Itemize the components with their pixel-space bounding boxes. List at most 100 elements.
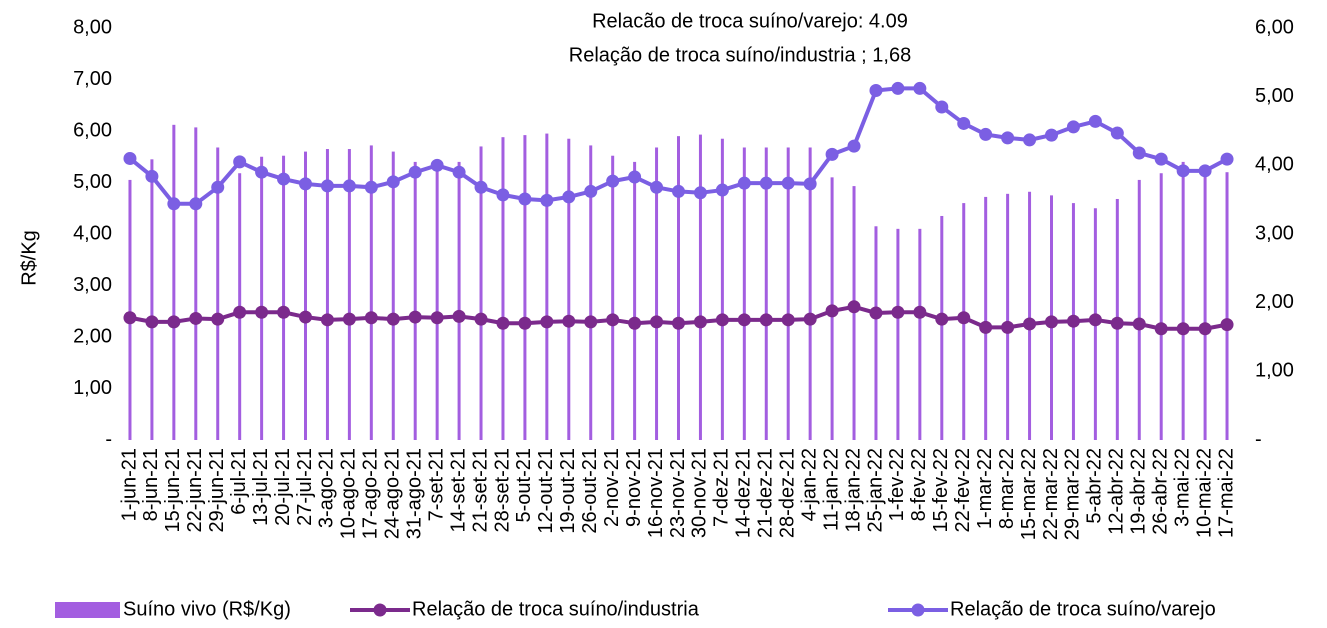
bar <box>808 147 812 441</box>
point <box>342 312 356 326</box>
point <box>1154 322 1168 336</box>
x-tick-label: 22-mar-22 <box>1040 448 1062 540</box>
bar <box>874 226 878 440</box>
y2-tick-label: 4,00 <box>1255 154 1294 176</box>
point <box>1110 316 1124 330</box>
bar <box>940 215 944 440</box>
point <box>1220 152 1234 166</box>
point <box>474 180 488 194</box>
x-tick-label: 7-dez-21 <box>711 448 733 527</box>
point <box>1023 133 1037 147</box>
point <box>540 193 554 207</box>
legend-swatch <box>373 603 387 617</box>
point <box>1132 317 1146 331</box>
bar <box>523 135 527 440</box>
point <box>277 305 291 319</box>
point <box>781 313 795 327</box>
point <box>518 192 532 206</box>
point <box>672 316 685 330</box>
x-tick-label: 15-fev-22 <box>930 448 952 533</box>
point <box>364 180 378 194</box>
x-tick-label: 20-jul-21 <box>272 448 294 526</box>
y-tick-label: 8,00 <box>73 16 112 38</box>
bar <box>304 151 307 440</box>
y2-tick-label: 2,00 <box>1255 291 1294 313</box>
point <box>277 172 291 186</box>
point <box>299 310 312 324</box>
bar <box>677 136 680 440</box>
legend-swatch <box>55 602 120 618</box>
point <box>628 170 642 184</box>
x-tick-label: 8-mar-22 <box>996 448 1018 529</box>
point <box>562 190 576 204</box>
point <box>715 313 729 327</box>
x-tick-label: 17-ago-21 <box>360 448 382 539</box>
bar <box>150 159 154 440</box>
x-tick-label: 3-ago-21 <box>316 448 338 528</box>
point <box>386 312 400 326</box>
x-tick-label: 11-jan-22 <box>820 448 842 531</box>
point <box>825 304 839 318</box>
point <box>584 184 598 198</box>
bar <box>260 156 264 440</box>
point <box>759 313 773 327</box>
bar <box>633 161 637 440</box>
point <box>825 147 839 161</box>
point <box>693 186 707 200</box>
y2-tick-label: 5,00 <box>1255 85 1294 107</box>
annotation: Relacão de troca suíno/varejo: 4.09 <box>592 10 908 32</box>
y-tick-label: 4,00 <box>73 222 112 244</box>
annotation: Relação de troca suíno/industria ; 1,68 <box>569 44 911 66</box>
x-tick-label: 16-nov-21 <box>645 448 667 538</box>
point <box>430 311 444 325</box>
point <box>430 158 444 172</box>
point <box>1154 152 1168 166</box>
legend-swatch <box>911 603 925 617</box>
point <box>167 197 181 211</box>
point <box>781 176 795 190</box>
point <box>737 176 751 190</box>
x-tick-label: 19-abr-22 <box>1128 448 1150 535</box>
point <box>1132 146 1146 160</box>
x-tick-label: 12-abr-22 <box>1106 448 1128 535</box>
point <box>1176 322 1190 336</box>
x-tick-label: 22-fev-22 <box>952 448 974 533</box>
point <box>342 179 356 193</box>
x-tick-label: 8-jun-21 <box>140 448 162 521</box>
point <box>189 197 203 211</box>
x-tick-label: 28-set-21 <box>491 448 513 533</box>
y-axis-label: R$/Kg <box>18 230 40 286</box>
point <box>935 100 949 114</box>
bar <box>984 196 988 440</box>
bar <box>655 147 659 441</box>
point <box>737 313 751 327</box>
x-tick-label: 28-dez-21 <box>776 448 798 538</box>
point <box>1045 128 1058 142</box>
point <box>1198 164 1212 178</box>
point <box>891 305 905 319</box>
point <box>452 165 466 179</box>
x-tick-label: 12-out-21 <box>535 448 557 534</box>
point <box>496 316 510 330</box>
point <box>957 116 971 130</box>
point <box>255 305 269 319</box>
x-tick-label: 1-fev-22 <box>886 448 908 521</box>
bar <box>457 161 461 440</box>
bar <box>1006 193 1010 440</box>
point <box>1066 314 1080 328</box>
bar <box>391 151 395 440</box>
x-tick-label: 17-mai-22 <box>1215 448 1237 538</box>
point <box>1198 322 1212 336</box>
x-tick-label: 19-out-21 <box>557 448 579 534</box>
bar <box>896 228 900 440</box>
point <box>167 315 181 329</box>
x-tick-label: 14-set-21 <box>447 448 469 533</box>
bar <box>1028 191 1032 440</box>
point <box>474 312 488 326</box>
bar <box>742 147 746 441</box>
x-tick-label: 21-set-21 <box>469 448 491 533</box>
x-tick-label: 24-ago-21 <box>382 448 404 539</box>
x-tick-label: 15-jun-21 <box>162 448 184 533</box>
point <box>299 177 312 191</box>
